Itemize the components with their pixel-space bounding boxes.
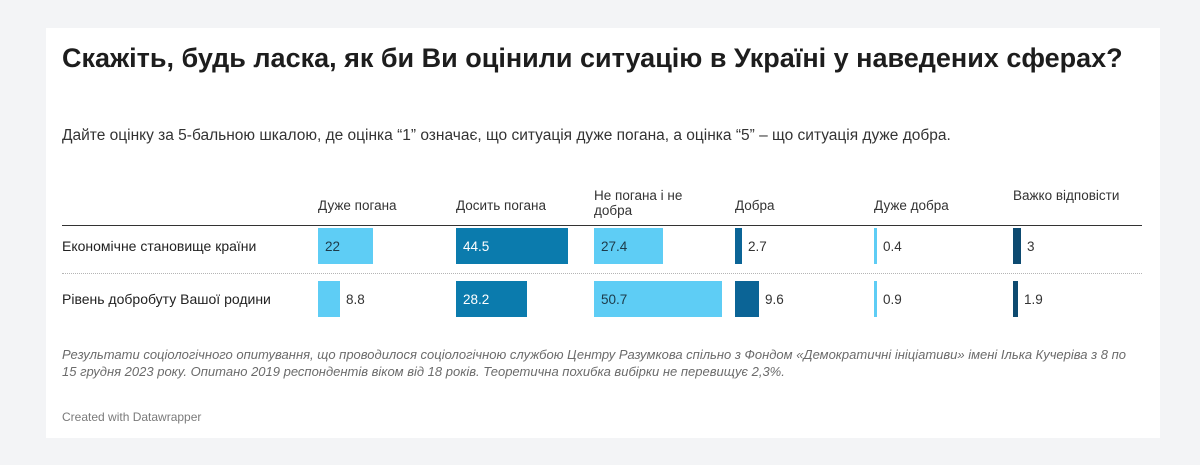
data-label: 22 (325, 239, 341, 254)
data-label: 27.4 (601, 239, 628, 254)
column-header-5: Дуже добра (874, 198, 949, 213)
column-header-4: Добра (735, 198, 775, 213)
bar (318, 281, 340, 317)
data-label: 8.8 (346, 292, 365, 307)
data-label: 2.7 (748, 239, 767, 254)
column-header-3: Не погана і не добра (594, 188, 683, 218)
data-label: 3 (1027, 239, 1035, 254)
row-divider (62, 273, 1142, 274)
bar (1013, 228, 1021, 264)
bar (456, 281, 527, 317)
header-divider (62, 225, 1142, 226)
bar (318, 228, 373, 264)
bar (456, 228, 568, 264)
bar (1013, 281, 1018, 317)
data-label: 9.6 (765, 292, 784, 307)
chart-notes: Результати соціологічного опитування, що… (62, 347, 1126, 379)
bar (874, 228, 877, 264)
chart-subtitle: Дайте оцінку за 5-бальною шкалою, де оці… (62, 127, 951, 144)
chart-credit: Created with Datawrapper (62, 410, 202, 424)
row-label: Рівень добробуту Вашої родини (62, 291, 271, 307)
data-label: 0.9 (883, 292, 902, 307)
chart-title: Скажіть, будь ласка, як би Ви оцінили си… (62, 43, 1123, 73)
column-header-1: Дуже погана (318, 198, 397, 213)
bar (735, 228, 742, 264)
column-header-2: Досить погана (456, 198, 546, 213)
chart-card: Скажіть, будь ласка, як би Ви оцінили си… (46, 28, 1160, 438)
data-label: 1.9 (1024, 292, 1043, 307)
data-label: 28.2 (463, 292, 490, 307)
column-header-6: Важко відповісти (1013, 188, 1120, 203)
bar (874, 281, 877, 317)
data-label: 50.7 (601, 292, 628, 307)
bar (594, 281, 722, 317)
data-label: 44.5 (463, 239, 490, 254)
row-label: Економічне становище країни (62, 238, 257, 254)
bar (735, 281, 759, 317)
bar (594, 228, 663, 264)
data-label: 0.4 (883, 239, 902, 254)
